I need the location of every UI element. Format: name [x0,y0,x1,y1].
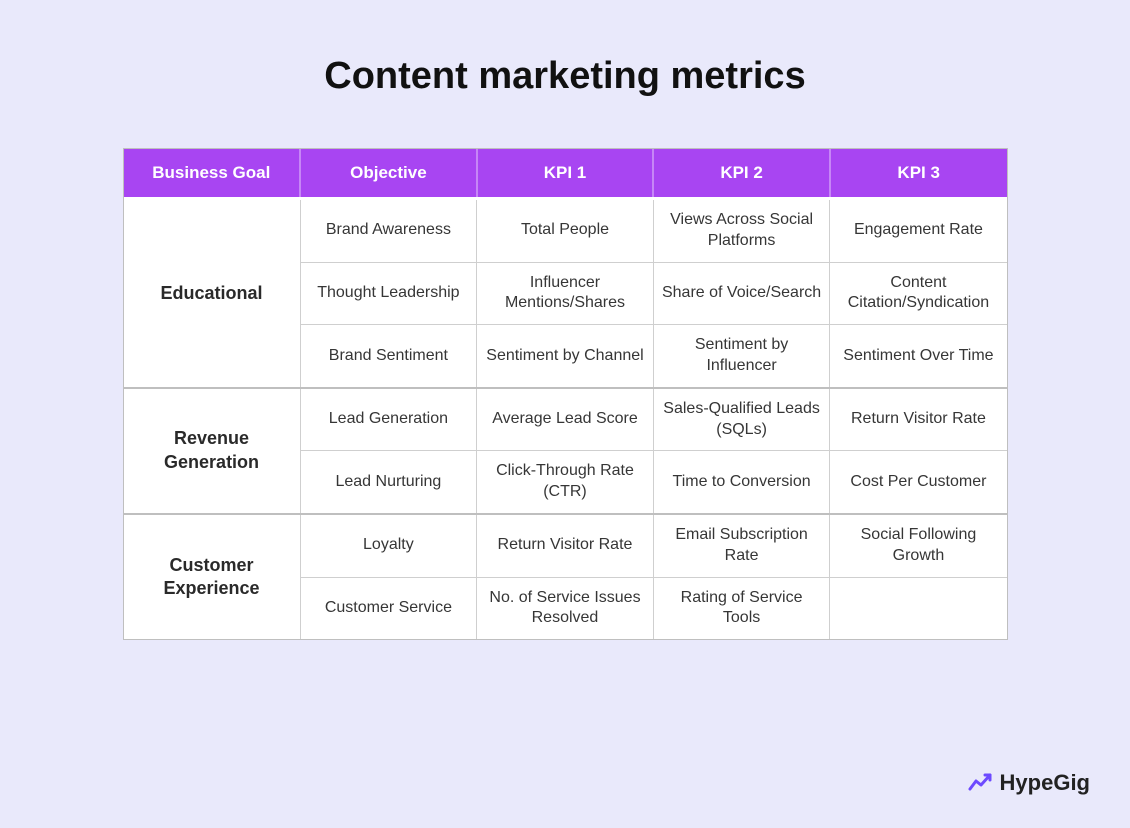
kpi2-cell: Email Subscription Rate [653,514,830,577]
objective-cell: Brand Awareness [300,200,477,262]
kpi1-cell: Click-Through Rate (CTR) [477,451,654,514]
table-body: EducationalBrand AwarenessTotal PeopleVi… [124,200,1007,639]
col-objective: Objective [300,149,477,197]
kpi1-cell: Sentiment by Channel [477,325,654,388]
kpi3-cell: Content Citation/Syndication [830,262,1007,325]
kpi2-cell: Time to Conversion [653,451,830,514]
col-kpi-2: KPI 2 [653,149,830,197]
objective-cell: Lead Generation [300,388,477,451]
objective-cell: Brand Sentiment [300,325,477,388]
goal-cell: Revenue Generation [124,388,301,514]
table-row: Revenue GenerationLead GenerationAverage… [124,388,1007,451]
table-row: Customer ExperienceLoyaltyReturn Visitor… [124,514,1007,577]
kpi2-cell: Share of Voice/Search [653,262,830,325]
objective-cell: Customer Service [300,577,477,639]
objective-cell: Thought Leadership [300,262,477,325]
kpi1-cell: No. of Service Issues Resolved [477,577,654,639]
kpi3-cell: Engagement Rate [830,200,1007,262]
kpi3-cell [830,577,1007,639]
table-header-row: Business Goal Objective KPI 1 KPI 2 KPI … [124,149,1007,197]
kpi1-cell: Influencer Mentions/Shares [477,262,654,325]
kpi2-cell: Sentiment by Influencer [653,325,830,388]
objective-cell: Loyalty [300,514,477,577]
col-business-goal: Business Goal [124,149,301,197]
brand-logo: HypeGig [968,770,1090,796]
kpi2-cell: Rating of Service Tools [653,577,830,639]
kpi1-cell: Average Lead Score [477,388,654,451]
col-kpi-1: KPI 1 [477,149,654,197]
kpi1-cell: Total People [477,200,654,262]
col-kpi-3: KPI 3 [830,149,1007,197]
objective-cell: Lead Nurturing [300,451,477,514]
kpi3-cell: Social Following Growth [830,514,1007,577]
kpi3-cell: Sentiment Over Time [830,325,1007,388]
kpi3-cell: Cost Per Customer [830,451,1007,514]
kpi1-cell: Return Visitor Rate [477,514,654,577]
goal-cell: Customer Experience [124,514,301,639]
kpi2-cell: Sales-Qualified Leads (SQLs) [653,388,830,451]
table-row: EducationalBrand AwarenessTotal PeopleVi… [124,200,1007,262]
page-title: Content marketing metrics [0,55,1130,98]
kpi3-cell: Return Visitor Rate [830,388,1007,451]
kpi2-cell: Views Across Social Platforms [653,200,830,262]
brand-name: HypeGig [1000,770,1090,796]
chart-line-icon [968,771,992,795]
metrics-table: Business Goal Objective KPI 1 KPI 2 KPI … [123,148,1008,640]
goal-cell: Educational [124,200,301,388]
